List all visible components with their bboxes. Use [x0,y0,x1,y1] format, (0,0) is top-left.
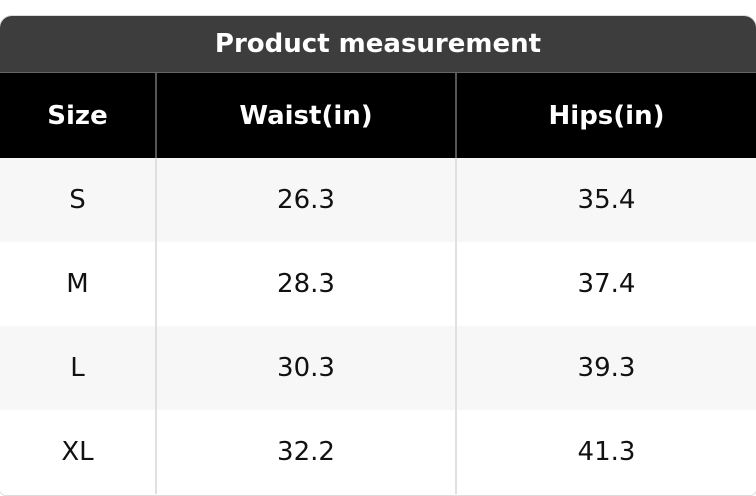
table-row: S 26.3 35.4 [0,158,756,242]
header-row: Size Waist(in) Hips(in) [0,73,756,158]
column-header: Waist(in) [155,73,455,158]
table-cell: 30.3 [155,326,455,410]
table-cell: S [69,185,86,215]
table-cell: M [66,269,89,299]
table-cell: 35.4 [455,158,756,242]
table-row: L 30.3 39.3 [0,326,756,410]
table-cell: 39.3 [455,326,756,410]
table-cell: 41.3 [455,410,756,494]
table-row: M 28.3 37.4 [0,242,756,326]
table-title: Product measurement [0,16,756,73]
table-cell: 26.3 [155,158,455,242]
table-body: Size Waist(in) Hips(in) S 26.3 35.4 M 28.3 37.4 L… [0,73,756,494]
table-cell: 32.2 [155,410,455,494]
column-header: Size [47,100,108,131]
measurement-table: Product measurement Size Waist(in) Hips(in… [0,16,756,495]
table-cell: 37.4 [455,242,756,326]
table-cell: XL [61,437,94,467]
body-rows: S 26.3 35.4 M 28.3 37.4 L 30.3 39.3 XL 32.2 41.3 [0,158,756,494]
column-header: Hips(in) [455,73,756,158]
table-cell: 28.3 [155,242,455,326]
table-cell: L [70,353,85,383]
table-row: XL 32.2 41.3 [0,410,756,494]
